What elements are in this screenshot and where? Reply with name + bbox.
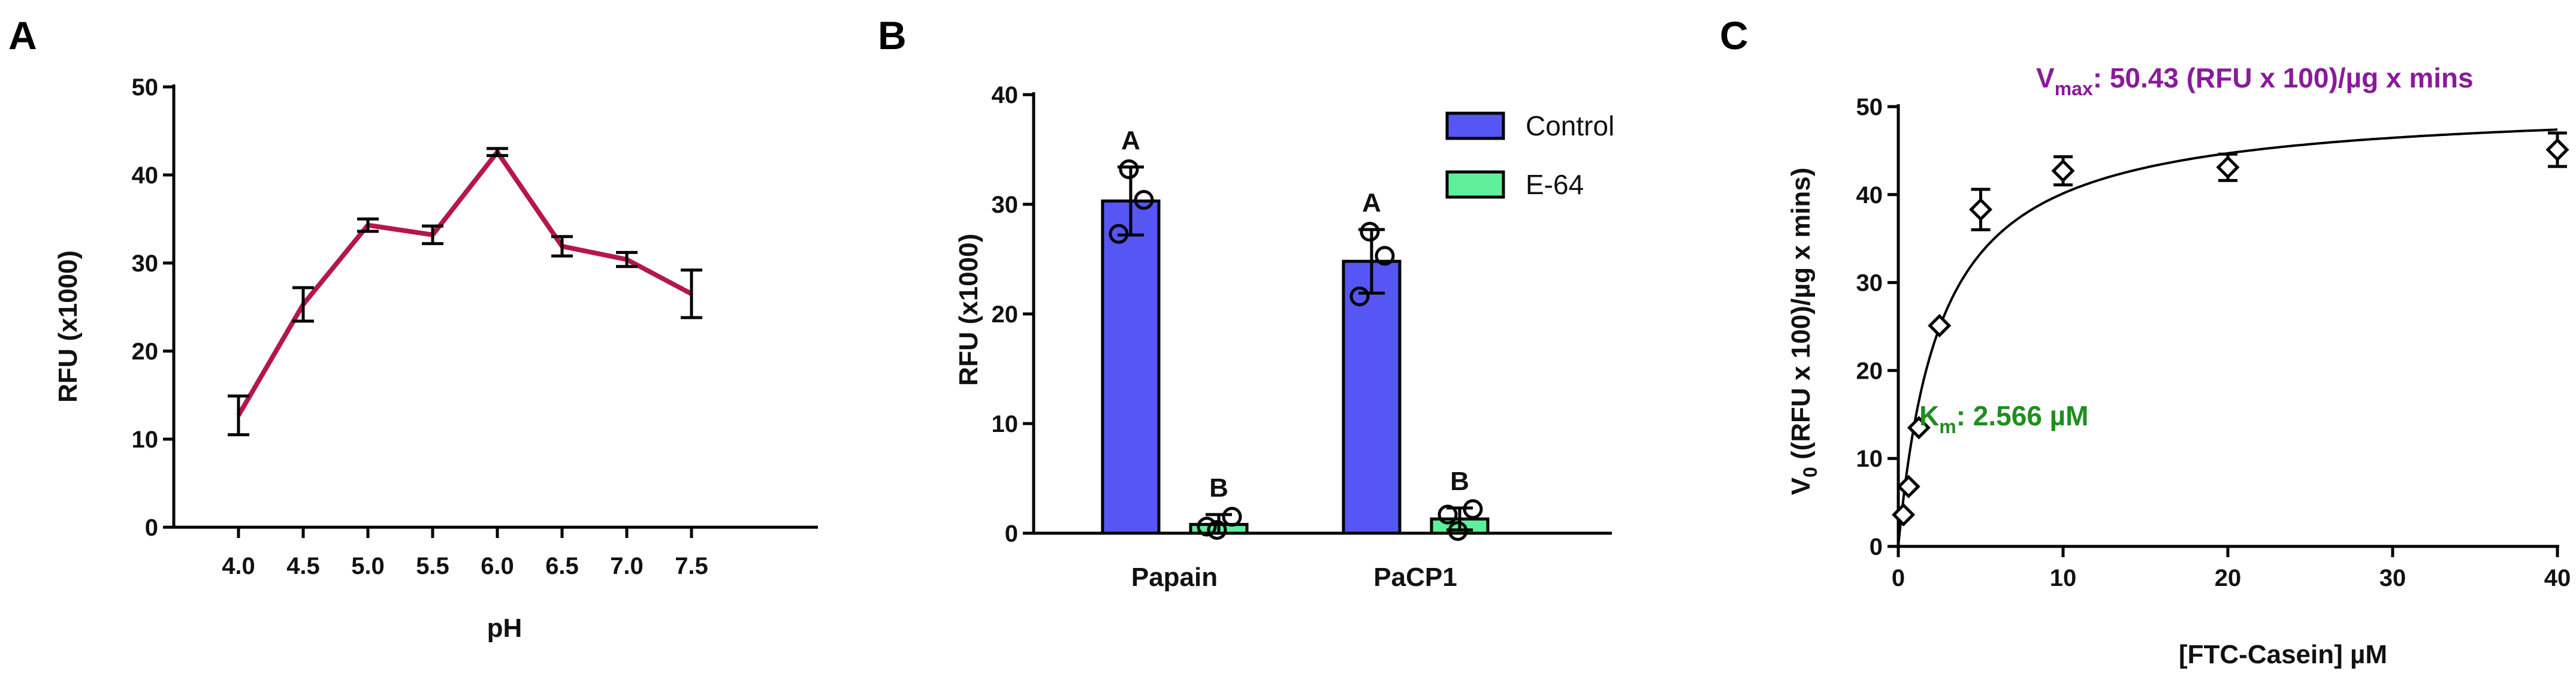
bar-control <box>1101 200 1161 535</box>
velocity-point <box>2216 155 2240 179</box>
x-tick-label: 6.0 <box>481 553 514 579</box>
panel-c-fit-curve <box>1897 128 2558 543</box>
replicate-point <box>1375 246 1395 266</box>
significance-letter: A <box>1362 188 1381 217</box>
y-tick-label: 30 <box>132 250 159 277</box>
panel-c-x-ticks: 0 10 20 30 40 <box>1892 546 2571 591</box>
panel-c-y-axis-title: V0 ((RFU x 100)/µg x mins) <box>1786 168 1821 495</box>
replicate-point <box>1349 286 1370 307</box>
velocity-point <box>1928 313 1952 338</box>
panel-c-points <box>1892 131 2569 527</box>
replicate-point <box>1448 521 1468 541</box>
velocity-point <box>1892 503 1916 527</box>
replicate-point <box>1222 507 1242 527</box>
x-tick-label: 30 <box>2379 565 2406 591</box>
y-tick-label: 10 <box>132 427 159 453</box>
x-tick-label: 5.0 <box>351 553 385 579</box>
y-tick-label: 30 <box>1856 270 1883 297</box>
category-label: PaCP1 <box>1373 563 1457 592</box>
x-tick-label: 6.5 <box>545 553 579 579</box>
km-annotation: Km: 2.566 µM <box>1919 400 2089 437</box>
replicate-point <box>1360 222 1380 242</box>
bar-control <box>1342 259 1402 535</box>
y-tick-label: 20 <box>992 301 1019 328</box>
legend-swatch-control <box>1445 111 1505 140</box>
y-tick-label: 40 <box>132 162 159 189</box>
panel-letter-b: B <box>878 13 907 58</box>
x-tick-label: 7.5 <box>675 553 708 579</box>
km-value: : 2.566 µM <box>1956 400 2089 431</box>
y-axis-units: ((RFU x 100)/µg x mins) <box>1786 168 1816 467</box>
vmax-value: : 50.43 (RFU x 100)/µg x mins <box>2093 62 2474 93</box>
panel-a-y-ticks: 0 10 20 30 40 50 <box>132 74 174 541</box>
panel-b-y-ticks: 0 10 20 30 40 <box>992 82 1034 547</box>
legend-label-e-64: E-64 <box>1526 169 1584 200</box>
y-axis-symbol: V <box>1786 477 1816 495</box>
y-tick-label: 50 <box>132 74 159 101</box>
vmax-subscript: max <box>2055 78 2093 99</box>
vmax-symbol: V <box>2036 62 2055 93</box>
x-tick-label: 40 <box>2544 565 2571 591</box>
legend-label-control: Control <box>1526 110 1614 141</box>
category-label: Papain <box>1131 563 1218 592</box>
y-axis-subscript: 0 <box>1799 467 1821 477</box>
vmax-annotation: Vmax: 50.43 (RFU x 100)/µg x mins <box>2036 62 2474 99</box>
y-tick-label: 10 <box>992 411 1019 437</box>
panel-b-legend: Control E-64 <box>1445 110 1614 200</box>
panel-a-x-axis-title: pH <box>487 613 523 643</box>
michaelis-menten-fit <box>1897 128 2558 543</box>
panel-letter-c: C <box>1720 13 1748 58</box>
replicate-point <box>1134 190 1154 210</box>
y-tick-label: 0 <box>1870 534 1883 560</box>
panel-b: B 0 10 20 30 40 A A B B Papain PaCP1 Control E-6… <box>878 13 1614 592</box>
panel-a-x-ticks: 4.0 4.5 5.0 5.5 6.0 6.5 7.0 7.5 <box>222 527 708 579</box>
velocity-point <box>2545 138 2569 162</box>
x-tick-label: 10 <box>2050 565 2077 591</box>
panel-a-series <box>228 147 702 437</box>
y-tick-label: 20 <box>1856 358 1883 384</box>
x-tick-label: 7.0 <box>610 553 644 579</box>
y-tick-label: 50 <box>1856 94 1883 120</box>
velocity-point <box>1907 416 1931 440</box>
y-tick-label: 40 <box>1856 182 1883 208</box>
velocity-point <box>1896 475 1920 498</box>
significance-letter: B <box>1450 467 1469 496</box>
x-tick-label: 5.5 <box>416 553 449 579</box>
y-tick-label: 0 <box>1005 521 1018 547</box>
panel-c-y-ticks: 0 10 20 30 40 50 <box>1856 94 1898 560</box>
x-tick-label: 0 <box>1892 565 1905 591</box>
km-subscript: m <box>1939 416 1956 437</box>
panel-c: C 0 10 20 30 40 50 0 10 20 30 40 Vmax: 50.43 (RFU… <box>1720 13 2571 669</box>
y-tick-label: 30 <box>992 192 1019 218</box>
legend-swatch-e-64 <box>1445 170 1505 199</box>
panel-b-bars: A A B B <box>1101 126 1490 541</box>
replicate-point <box>1197 516 1217 537</box>
velocity-point <box>2051 159 2075 183</box>
x-tick-label: 4.5 <box>286 553 320 579</box>
panel-a: A 0 10 20 30 40 50 4.0 4.5 5.0 5.5 6.0 6.5 7.0 7.5 p… <box>8 13 818 643</box>
y-tick-label: 20 <box>132 339 159 365</box>
panel-b-y-axis-title: RFU (x1000) <box>954 234 983 386</box>
x-tick-label: 20 <box>2215 565 2242 591</box>
panel-c-x-axis-title: [FTC-Casein] µM <box>2179 640 2387 669</box>
replicate-point <box>1207 520 1227 540</box>
replicate-point <box>1438 504 1458 525</box>
ph-profile-line <box>236 149 693 417</box>
panel-b-category-labels: Papain PaCP1 <box>1131 563 1457 592</box>
velocity-point <box>1968 198 1993 222</box>
significance-letter: A <box>1121 126 1140 155</box>
replicate-point <box>1463 499 1483 519</box>
panel-letter-a: A <box>8 13 37 58</box>
panel-a-y-axis-title: RFU (x1000) <box>53 250 83 403</box>
y-tick-label: 10 <box>1856 446 1883 472</box>
x-tick-label: 4.0 <box>222 553 255 579</box>
km-symbol: K <box>1919 400 1939 431</box>
replicate-point <box>1119 159 1139 179</box>
y-tick-label: 0 <box>145 515 158 541</box>
y-tick-label: 40 <box>992 82 1019 108</box>
significance-letter: B <box>1209 473 1228 503</box>
replicate-point <box>1109 223 1129 244</box>
